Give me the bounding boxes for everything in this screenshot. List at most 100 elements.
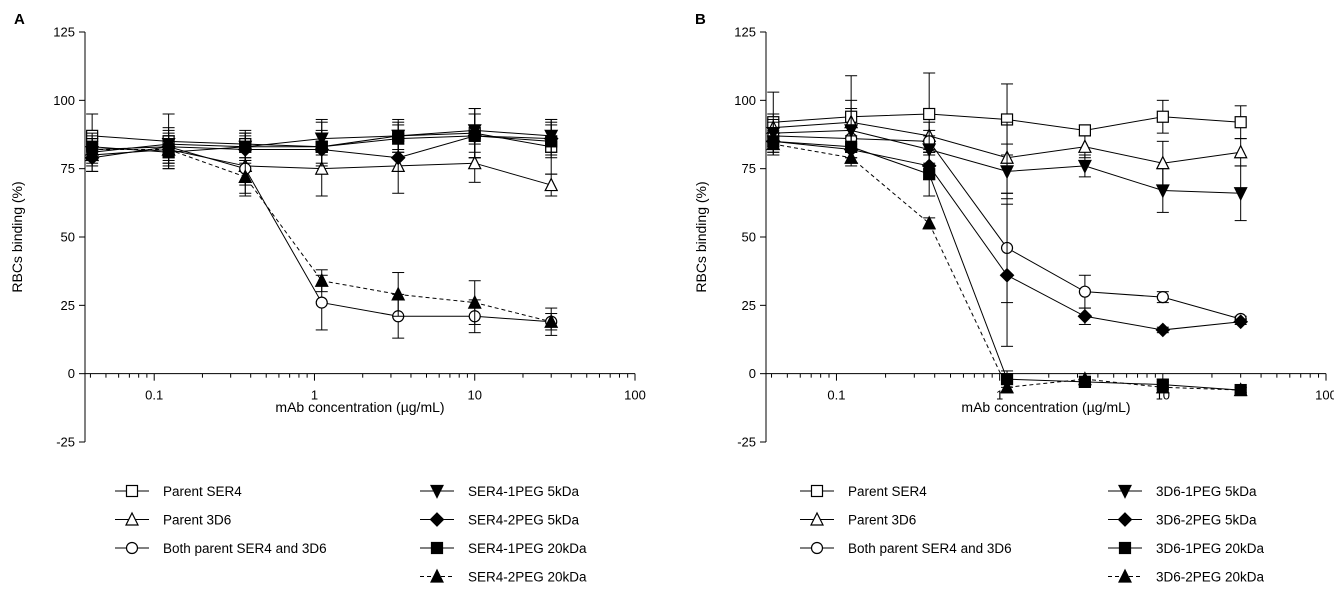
legend-item: SER4-1PEG 5kDa [420,484,580,499]
legend-label: Both parent SER4 and 3D6 [163,541,327,556]
legend-label: Parent 3D6 [848,513,916,528]
data-point [239,140,252,153]
data-point [544,313,559,328]
data-point [1155,322,1171,338]
data-point [467,155,482,170]
legend-item: Parent SER4 [800,484,927,499]
legend: Parent SER4 Parent 3D6 Both parent SER4 an… [800,484,1265,585]
data-point [1155,379,1170,394]
legend-marker [1117,512,1133,527]
legend-label: SER4-1PEG 5kDa [468,484,580,499]
panel-label: A [14,11,25,28]
y-tick-label: -25 [737,435,756,450]
legend-label: Both parent SER4 and 3D6 [848,541,1012,556]
y-axis-title: RBCs binding (%) [693,181,709,292]
series-7 [85,135,559,336]
panel-a: A -25 0 25 50 75 100 125 0.1 1 10 100 mAb concentrat… [9,11,646,585]
data-point [467,294,482,309]
data-point [314,160,329,175]
y-tick-label: 125 [734,25,756,40]
series-7 [766,132,1248,397]
legend-label: 3D6-1PEG 20kDa [1156,541,1265,556]
legend-marker [810,541,824,555]
data-point [1156,110,1169,123]
legend-marker [125,541,139,555]
data-point [468,129,481,142]
data-point [85,141,100,156]
data-point [1000,165,1015,180]
data-point [390,150,406,166]
legend-item: Parent SER4 [115,484,242,499]
legend-label: SER4-2PEG 20kDa [468,570,587,585]
y-tick-label: -25 [56,435,75,450]
legend-label: Parent 3D6 [163,513,231,528]
x-tick-label: 100 [624,388,646,403]
panel-label: B [695,11,706,28]
data-point [1077,308,1093,324]
x-axis-title: mAb concentration (µg/mL) [961,399,1130,415]
y-tick-label: 0 [68,366,75,381]
legend-marker [1118,541,1132,555]
y-tick-label: 0 [749,366,756,381]
data-point [315,140,328,153]
y-axis-title: RBCs binding (%) [9,181,25,292]
legend-marker [1118,568,1132,583]
data-point [1233,314,1249,330]
data-point [922,215,937,230]
data-point [161,141,176,156]
data-point [844,124,859,139]
x-tick-label: 0.1 [827,388,845,403]
data-point [1155,184,1170,199]
data-point [999,267,1015,283]
data-point [1156,291,1169,304]
y-tick-label: 100 [734,93,756,108]
legend-label: 3D6-2PEG 20kDa [1156,570,1265,585]
x-tick-label: 0.1 [145,388,163,403]
data-point [544,177,559,192]
legend-item: 3D6-2PEG 20kDa [1108,568,1265,585]
legend-item: 3D6-1PEG 20kDa [1108,541,1265,556]
legend-label: 3D6-1PEG 5kDa [1156,484,1257,499]
legend-marker [810,511,824,526]
y-tick-label: 75 [61,161,75,176]
data-point [1233,144,1248,159]
x-tick-label: 10 [467,388,481,403]
data-point [1078,285,1091,298]
y-tick-label: 25 [742,298,756,313]
data-point [923,107,936,121]
data-point [1234,116,1247,129]
legend-marker [1118,484,1132,499]
y-tick-label: 100 [53,93,75,108]
y-tick-label: 125 [53,25,75,40]
legend-item: SER4-2PEG 20kDa [420,568,587,585]
data-point [1233,382,1248,397]
x-axis-title: mAb concentration (µg/mL) [275,399,444,415]
data-point [545,135,558,148]
legend-item: 3D6-2PEG 5kDa [1108,512,1257,528]
legend-label: 3D6-2PEG 5kDa [1156,513,1257,528]
x-tick-label: 100 [1315,388,1334,403]
legend-label: SER4-1PEG 20kDa [468,541,587,556]
legend-item: Parent 3D6 [800,511,916,528]
legend-marker [429,512,445,527]
legend-marker [125,484,139,498]
legend-label: Parent SER4 [848,484,927,499]
data-point [1077,371,1092,386]
legend-item: 3D6-1PEG 5kDa [1108,484,1257,499]
data-point [238,169,253,183]
y-tick-label: 25 [61,298,75,313]
legend-marker [430,568,444,583]
legend-marker [430,484,444,499]
data-point [1000,379,1015,394]
data-point [315,296,328,309]
data-point [1077,159,1092,174]
legend-item: SER4-1PEG 20kDa [420,541,587,556]
data-point [314,272,329,287]
legend-label: SER4-2PEG 5kDa [468,513,580,528]
y-tick-label: 50 [61,230,75,245]
data-point [766,136,781,151]
legend-marker [810,484,824,498]
legend-marker [430,541,444,555]
